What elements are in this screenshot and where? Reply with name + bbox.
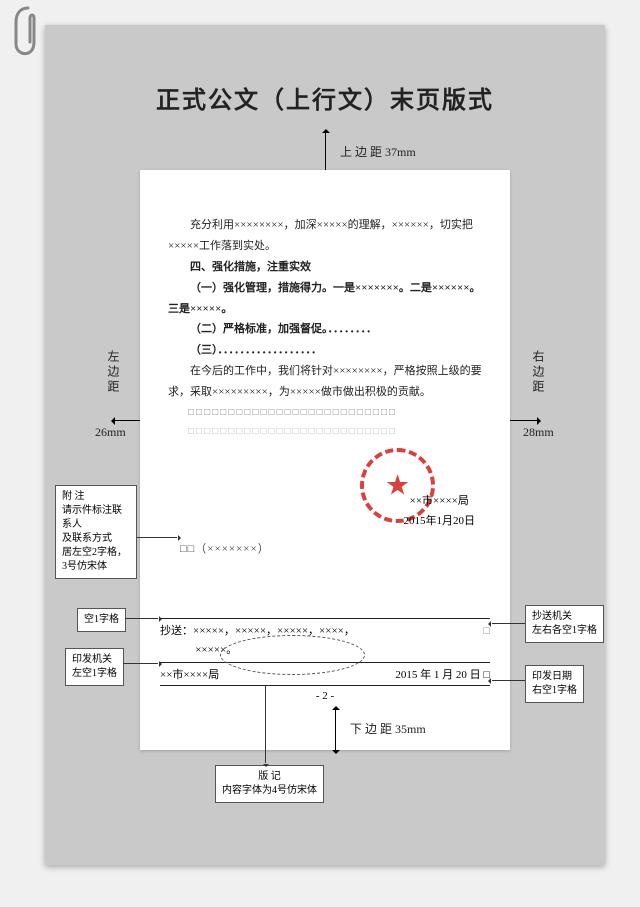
document-title: 正式公文（上行文）末页版式 [45,80,605,115]
paragraph: 在今后的工作中，我们将针对××××××××，严格按照上级的要求，采取××××××… [168,361,482,403]
pagenote-arrow [265,685,266,763]
left-margin-value: 26mm [95,425,126,440]
issue-org: ××市××××局 [160,666,219,682]
gray-frame: 正式公文（上行文）末页版式 上 边 距 37mm 左 边 距 26mm 右 边 … [45,25,605,865]
cc-org-arrow [492,623,525,624]
annex-callout: 附 注 请示件标注联系人 及联系方式 居左空2字格，3号仿宋体 [55,485,137,579]
paragraph: 充分利用××××××××，加深×××××的理解，××××××，切实把×××××工… [168,215,482,257]
bottom-margin-label: 下 边 距 35mm [350,720,426,737]
right-margin-value: 28mm [523,425,554,440]
blank-row: □□□□□□□□□□□□□□□□□□□□□□□□□□ [168,422,482,441]
pagenote-callout: 版 记 内容字体为4号仿宋体 [215,765,324,803]
signoff-date: 2015年1月20日 [404,512,476,532]
annex-line: □□（×××××××） [180,540,270,556]
issue-date-callout: 印发日期 右空1字格 [525,665,584,703]
body-text: 充分利用××××××××，加深×××××的理解，××××××，切实把×××××工… [168,215,482,441]
space1-callout: 空1字格 [77,608,126,632]
right-margin-label: 右 边 距 [530,350,547,392]
page-number: - 2 - [160,690,490,702]
version-record-block: 抄送：×××××，×××××，×××××，××××， □ ×××××。 ××市×… [160,615,490,702]
space1-arrow [125,618,158,619]
left-margin-label: 左 边 距 [105,350,122,392]
cc-line-1: 抄送：×××××，×××××，×××××，××××， [160,622,355,641]
annex-arrow [137,537,177,538]
cc-line-2: ×××××。 [160,644,237,656]
issue-date-arrow [492,680,525,681]
cc-org-callout: 抄送机关 左右各空1字格 [525,605,604,643]
sub-3: （三）．．．．．．．．．．．．．．．．．． [168,340,482,361]
heading-4: 四、强化措施，注重实效 [168,257,482,278]
paperclip-icon [10,0,54,60]
signoff-org: ××市××××局 [404,492,476,512]
sub-2: （二）严格标准，加强督促。．．．．．．．． [168,319,482,340]
issue-org-arrow [123,663,158,664]
issue-org-callout: 印发机关 左空1字格 [65,648,124,686]
document-page: 充分利用××××××××，加深×××××的理解，××××××，切实把×××××工… [140,170,510,750]
issue-date: 2015 年 1 月 20 日 □ [395,666,490,682]
signoff-block: ××市××××局 2015年1月20日 [404,492,476,532]
top-margin-arrow [325,133,326,170]
bottom-margin-arrow [335,710,336,750]
blank-row: □□□□□□□□□□□□□□□□□□□□□□□□□□ [168,403,482,422]
top-margin-label: 上 边 距 37mm [340,143,416,160]
sub-1: （一）强化管理，措施得力。一是×××××××。二是××××××。三是×××××。 [168,278,482,320]
